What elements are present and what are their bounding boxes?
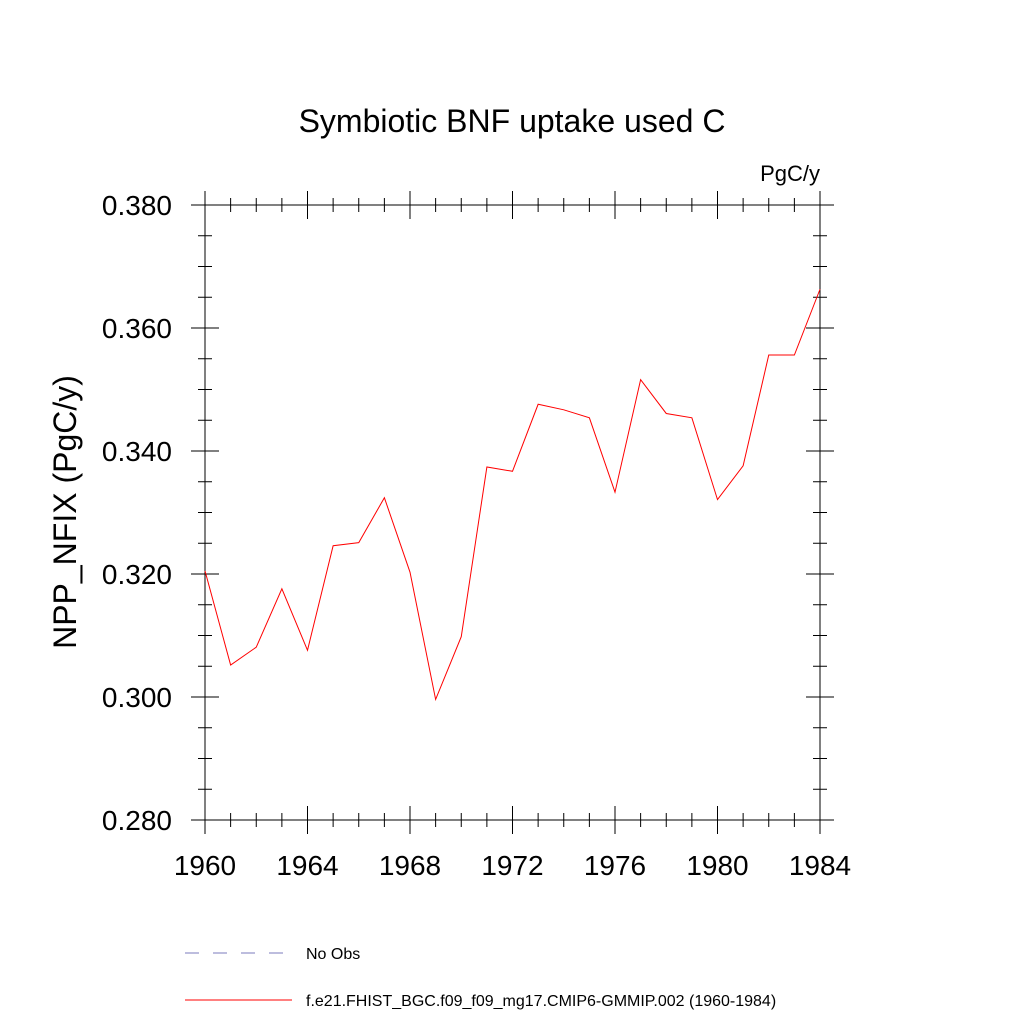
x-tick-label: 1976	[584, 850, 646, 881]
x-tick-label: 1960	[174, 850, 236, 881]
x-tick-label: 1964	[276, 850, 338, 881]
y-tick-label: 0.380	[102, 190, 172, 221]
axis-ticks	[191, 191, 834, 834]
units-label: PgC/y	[760, 161, 820, 186]
y-tick-label: 0.280	[102, 805, 172, 836]
y-tick-label: 0.340	[102, 436, 172, 467]
x-tick-label: 1968	[379, 850, 441, 881]
y-tick-label: 0.360	[102, 313, 172, 344]
series-line-0	[204, 289, 821, 702]
x-tick-label: 1972	[481, 850, 543, 881]
y-tick-label: 0.300	[102, 682, 172, 713]
x-tick-label: 1984	[789, 850, 851, 881]
chart-title: Symbiotic BNF uptake used C	[299, 103, 726, 139]
y-axis-label: NPP_NFIX (PgC/y)	[47, 375, 83, 649]
legend-label-no-obs: No Obs	[306, 946, 360, 963]
x-tick-label: 1980	[686, 850, 748, 881]
series-group	[204, 289, 821, 702]
y-tick-label: 0.320	[102, 559, 172, 590]
tick-labels: 1960 1964 1968 1972 1976 1980 1984 0.280 0.300 0.…	[102, 190, 851, 881]
plot-frame	[204, 204, 821, 821]
legend-label-model-run: f.e21.FHIST_BGC.f09_f09_mg17.CMIP6-GMMIP…	[306, 993, 776, 1010]
plot-area: 1960 1964 1968 1972 1976 1980 1984 0.280 0.300 0.…	[102, 190, 851, 881]
legend: No Obs f.e21.FHIST_BGC.f09_f09_mg17.CMIP…	[185, 946, 776, 1010]
